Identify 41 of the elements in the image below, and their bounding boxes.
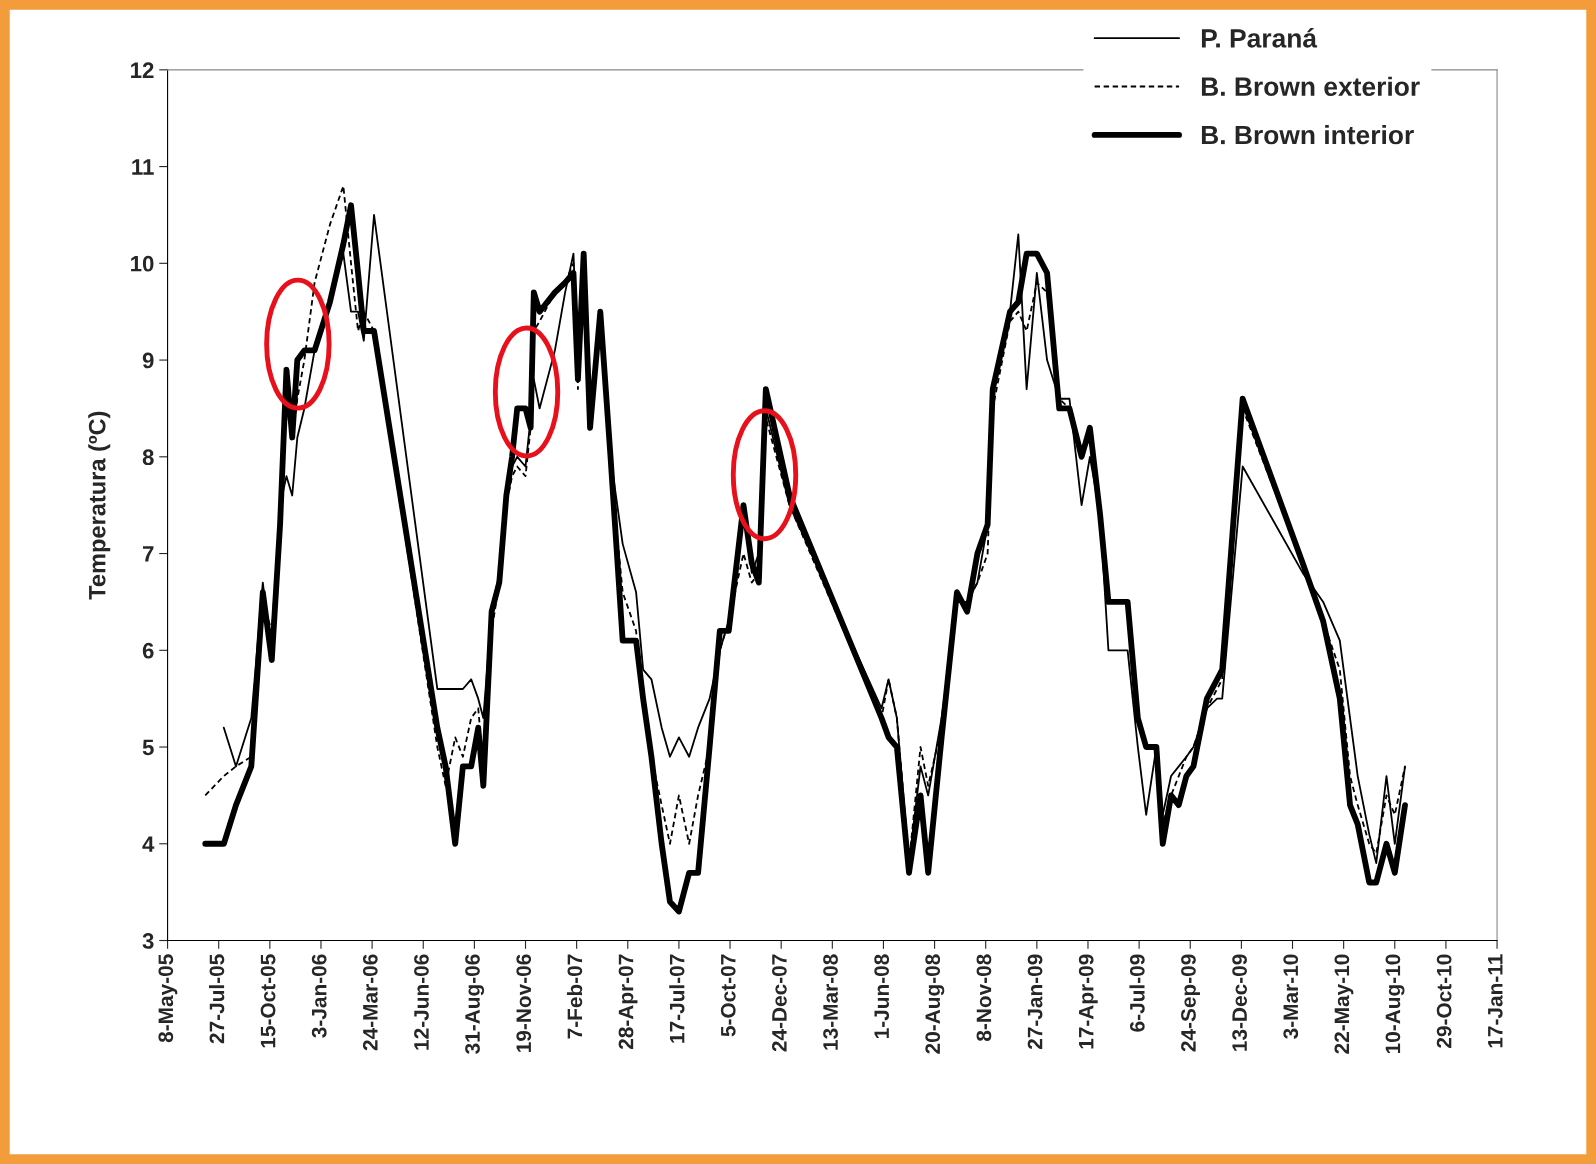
x-tick-label: 5-Oct-07: [720, 954, 736, 1037]
y-tick-label: 8: [142, 449, 154, 466]
x-tick-label: 17-Jul-07: [669, 954, 685, 1043]
x-tick-label: 1-Jun-08: [874, 954, 890, 1039]
x-tick-label: 12-Jun-06: [414, 954, 429, 1050]
x-tick-label: 3-Mar-10: [1283, 954, 1299, 1039]
x-tick-label: 3-Jan-06: [311, 954, 327, 1038]
y-tick-label: 9: [142, 352, 154, 369]
x-tick-label: 24-Sep-09: [1181, 954, 1200, 1052]
x-tick-label: 8-Nov-08: [976, 954, 992, 1042]
x-tick-label: 27-Jul-05: [209, 954, 225, 1044]
y-tick-label: 11: [132, 159, 154, 175]
x-tick-label: 17-Apr-09: [1078, 954, 1098, 1049]
y-tick-label: 12: [131, 62, 154, 78]
x-tick-label: 24-Dec-07: [772, 954, 787, 1052]
legend-label: B. Brown exterior: [1201, 76, 1420, 97]
legend-label: P. Paraná: [1201, 28, 1318, 48]
y-tick-label: 4: [142, 836, 155, 852]
legend-label: B. Brown interior: [1201, 124, 1414, 145]
x-tick-label: 8-May-05: [158, 954, 178, 1043]
x-tick-label: 24-Mar-06: [362, 954, 378, 1051]
y-tick-label: 5: [142, 739, 154, 756]
y-tick-label: 10: [131, 255, 154, 272]
y-tick-label: 7: [142, 546, 154, 562]
x-tick-label: 10-Aug-10: [1385, 954, 1405, 1054]
x-tick-label: 27-Jan-09: [1027, 954, 1043, 1050]
x-tick-label: 22-May-10: [1334, 954, 1354, 1054]
x-tick-label: 31-Aug-06: [465, 954, 485, 1054]
x-tick-label: 15-Oct-05: [260, 954, 276, 1048]
x-tick-label: 13-Mar-08: [823, 954, 838, 1050]
y-axis-title: Temperatura (ºC): [88, 411, 111, 600]
x-tick-label: 7-Feb-07: [566, 954, 583, 1039]
x-tick-label: 13-Dec-09: [1232, 954, 1247, 1051]
x-tick-label: 28-Apr-07: [618, 954, 638, 1050]
x-tick-label: 6-Jul-09: [1129, 954, 1145, 1032]
x-tick-label: 19-Nov-06: [516, 954, 532, 1052]
x-tick-label: 20-Aug-08: [925, 954, 945, 1054]
x-tick-label: 29-Oct-10: [1436, 954, 1452, 1048]
y-tick-label: 6: [142, 642, 154, 659]
y-tick-label: 3: [142, 933, 154, 949]
x-tick-label: 17-Jan-11: [1488, 954, 1503, 1048]
